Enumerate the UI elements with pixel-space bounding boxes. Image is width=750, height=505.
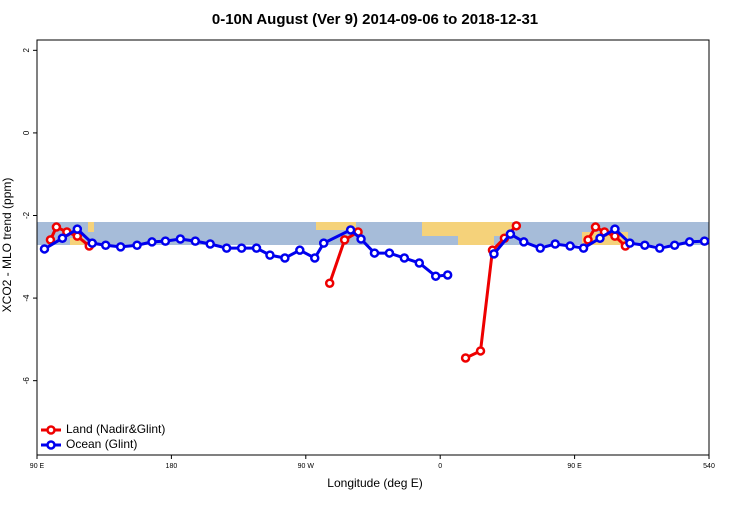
data-point [175,234,186,244]
data-point [236,243,247,253]
x-axis-label: Longitude (deg E) [327,476,422,490]
y-tick-label: 2 [22,48,31,53]
data-point [578,243,589,253]
data-point [318,238,329,248]
plot-frame [36,39,710,456]
data-point [57,233,68,243]
x-tick-label: 90 W [298,463,315,470]
data-point [310,253,320,263]
data-point [280,253,290,263]
land-patch [70,238,84,245]
x-tick-label: 0 [438,463,442,470]
y-tick-label: -2 [22,211,31,219]
legend-label: Ocean (Glint) [66,437,137,451]
data-point [535,243,546,253]
data-point [550,239,560,249]
data-point [583,235,593,245]
data-point [356,234,366,244]
data-point [369,248,380,258]
data-point [205,239,215,249]
data-point [699,236,710,246]
data-point [45,235,56,245]
data-point [475,346,486,356]
data-point [590,222,601,232]
y-axis-label: XCO2 - MLO trend (ppm) [0,178,14,313]
data-point [339,235,350,245]
legend-marker [46,425,56,435]
data-point [87,238,98,248]
data-point [669,240,680,250]
data-point [565,241,575,251]
data-point [684,237,695,247]
y-tick-label: 0 [22,130,31,135]
data-point [115,242,126,252]
data-point [430,271,441,281]
data-point [147,237,157,247]
data-point [640,240,650,250]
ocean-background [37,222,709,245]
data-point [505,229,516,239]
y-tick-label: -4 [22,294,31,302]
legend-label: Land (Nadir&Glint) [66,422,165,436]
x-tick-label: 540 [703,463,715,470]
data-point [324,278,335,288]
data-point [345,225,356,235]
data-point [295,245,305,255]
land-patch [88,222,94,232]
data-point [160,236,171,246]
data-point [519,237,529,247]
data-point [251,243,262,253]
data-point [610,224,620,234]
data-point [625,238,635,248]
data-point [72,224,83,234]
legend-marker [46,440,56,450]
chart-title: 0-10N August (Ver 9) 2014-09-06 to 2018-… [212,11,538,28]
data-point [595,233,605,243]
data-point [442,270,453,280]
data-point [489,249,499,259]
data-point [384,248,395,258]
data-point [39,244,50,254]
x-tick-label: 90 E [30,463,45,470]
data-point [511,221,522,231]
y-tick-label: -6 [22,377,31,385]
data-point [654,243,665,253]
data-point [100,240,111,250]
data-point [399,253,410,263]
data-point [414,258,425,268]
data-point [51,222,62,232]
land-patch [422,222,512,236]
x-tick-label: 90 E [567,463,582,470]
land-patch [316,222,356,230]
land-patch [458,236,494,245]
x-tick-label: 180 [166,463,178,470]
data-point [265,250,275,260]
data-point [221,243,232,253]
data-point [190,236,201,246]
data-point [132,240,142,250]
data-point [460,353,471,363]
